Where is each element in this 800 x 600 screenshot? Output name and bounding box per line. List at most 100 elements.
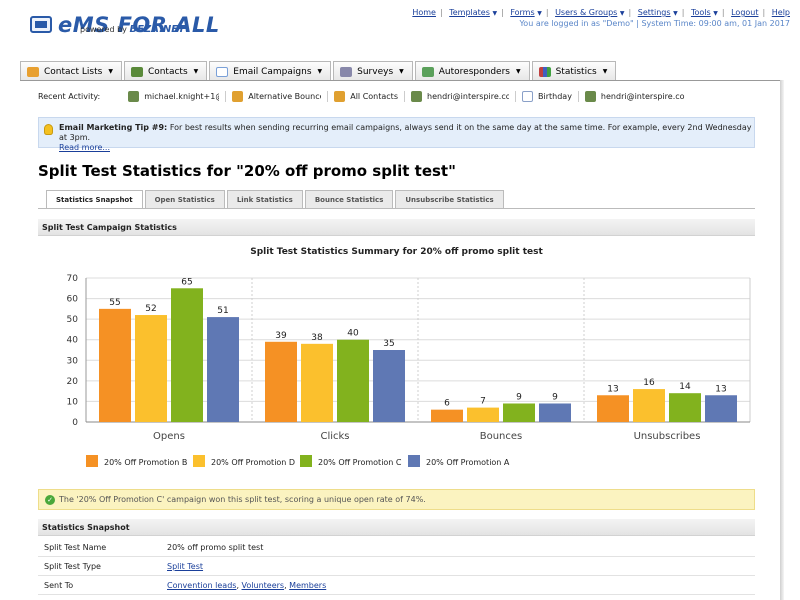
data-label: 16 [643,378,655,388]
survey-icon [340,66,353,77]
bar [373,350,405,422]
nav-help[interactable]: Help [771,8,790,17]
list-icon [232,91,244,102]
envelope-icon [216,66,229,77]
legend-swatch [86,455,98,467]
tab-email-campaigns[interactable]: Email Campaigns ▼ [209,61,332,81]
list-icon [334,91,346,102]
data-label: 40 [347,329,359,339]
tab-contacts[interactable]: Contacts ▼ [123,61,208,81]
sent-to-link[interactable]: Members [289,580,327,590]
recent-item[interactable]: All Contacts [334,91,405,102]
y-tick-label: 30 [67,356,79,366]
marketing-tip: Email Marketing Tip #9: For best results… [38,117,755,152]
bar [99,308,131,422]
bar [503,403,535,422]
chevron-down-icon: ▼ [317,68,323,75]
legend-swatch [193,455,205,467]
x-tick-label: Clicks [320,431,349,442]
logo-text: eMS FOR ALL [58,13,220,37]
chevron-down-icon[interactable]: ▼ [492,10,498,17]
recent-item[interactable]: michael.knight+1@in [128,91,227,102]
chevron-down-icon[interactable]: ▼ [619,10,625,17]
legend-swatch [408,455,420,467]
nav-templates[interactable]: Templates [449,8,490,17]
recent-activity: Recent Activity: michael.knight+1@in Alt… [38,91,698,102]
chevron-down-icon[interactable]: ▼ [537,10,542,17]
top-nav: Home | Templates ▼ | Forms ▼ | Users & Grou… [412,8,790,17]
logo[interactable]: eMS FOR ALL [30,14,220,36]
legend-label: 20% Off Promotion C [318,458,402,467]
tab-open-statistics[interactable]: Open Statistics [144,190,225,208]
bar [467,407,499,422]
chart-svg: 0 10 20 30 40 50 60 70 55 52 65 51 Opens 39 38 40 35 Clic… [67,274,751,467]
y-tick-label: 60 [67,295,79,305]
bar [431,409,463,422]
tip-read-more-link[interactable]: Read more... [59,143,110,152]
chevron-down-icon: ▼ [602,68,608,75]
recent-item[interactable]: Birthday [522,91,579,102]
data-label: 13 [715,384,726,394]
page-title: Split Test Statistics for "20% off promo… [38,162,456,180]
nav-home[interactable]: Home [412,8,436,17]
row-value: Split Test [167,562,755,571]
chevron-down-icon[interactable]: ▼ [713,10,718,17]
tabs-divider [38,208,755,209]
data-label: 39 [275,331,287,341]
menubar-divider [20,80,780,81]
tab-statistics[interactable]: Statistics ▼ [531,61,617,81]
main-tabs: Contact Lists ▼ Contacts ▼ Email Campaigns… [20,61,618,81]
table-row: Sent To Convention leads, Volunteers, Me… [38,576,755,595]
data-label: 65 [181,277,192,287]
x-tick-label: Unsubscribes [634,431,701,442]
autoresponder-icon [421,66,434,77]
winner-notice-text: The '20% Off Promotion C' campaign won t… [59,495,426,504]
table-row: Split Test Name 20% off promo split test [38,538,755,557]
tip-text: For best results when sending recurring … [59,123,752,142]
contact-icon [411,91,422,102]
sent-to-link[interactable]: Volunteers [241,580,285,590]
bar [633,389,665,422]
contact-icon [128,91,140,102]
tab-contact-lists[interactable]: Contact Lists ▼ [20,61,122,81]
tab-statistics-snapshot[interactable]: Statistics Snapshot [46,190,143,209]
bar [135,315,167,422]
tab-autoresponders[interactable]: Autoresponders ▼ [414,61,530,81]
y-tick-label: 40 [67,336,79,346]
split-test-type-link[interactable]: Split Test [167,561,204,571]
nav-logout[interactable]: Logout [731,8,759,17]
section-header-campaign-stats: Split Test Campaign Statistics [38,219,755,236]
nav-forms[interactable]: Forms [510,8,535,17]
tab-unsubscribe-statistics[interactable]: Unsubscribe Statistics [395,190,504,208]
bar [705,395,737,422]
nav-settings[interactable]: Settings [637,8,671,17]
data-label: 35 [383,339,394,349]
logo-icon [30,16,52,33]
y-tick-label: 10 [67,397,79,407]
data-label: 51 [217,306,228,316]
chevron-down-icon: ▼ [108,68,113,75]
nav-tools[interactable]: Tools [690,8,711,17]
data-label: 52 [145,304,156,314]
legend-label: 20% Off Promotion A [426,458,510,467]
bar [669,393,701,422]
tab-link-statistics[interactable]: Link Statistics [226,190,303,208]
recent-item[interactable]: hendri@interspire.co [411,91,516,102]
chart-icon [538,66,551,77]
data-label: 6 [444,399,450,409]
chevron-down-icon[interactable]: ▼ [673,10,678,17]
x-tick-label: Bounces [480,431,523,442]
folder-icon [27,66,39,77]
tab-surveys[interactable]: Surveys ▼ [333,61,413,81]
sent-to-link[interactable]: Convention leads [167,580,237,590]
stat-tabs: Statistics Snapshot Open Statistics Link… [46,190,506,209]
split-test-chart: Split Test Statistics Summary for 20% of… [38,240,755,480]
row-value: 20% off promo split test [167,542,264,552]
legend-label: 20% Off Promotion D [211,458,295,467]
document-icon [522,91,533,102]
recent-item[interactable]: Alternative Bounce L [232,91,329,102]
nav-users-groups[interactable]: Users & Groups [555,8,618,17]
tab-bounce-statistics[interactable]: Bounce Statistics [304,190,394,208]
data-label: 13 [607,384,618,394]
recent-item[interactable]: hendri@interspire.co [584,91,692,102]
